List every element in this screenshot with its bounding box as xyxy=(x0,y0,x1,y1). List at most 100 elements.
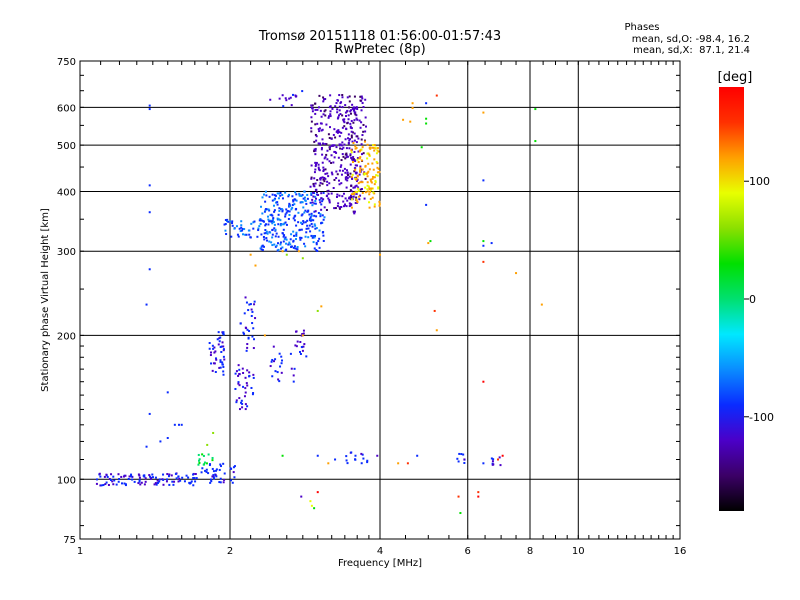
echo-point xyxy=(133,480,136,483)
echo-point xyxy=(338,207,341,210)
echo-point xyxy=(314,153,317,156)
echo-point xyxy=(177,423,180,426)
echo-point xyxy=(168,473,171,476)
echo-point xyxy=(293,234,296,237)
echo-point xyxy=(373,205,376,208)
echo-point xyxy=(311,104,314,107)
echo-point xyxy=(272,218,275,221)
echo-point xyxy=(237,235,240,238)
chart-title-line2: RwPretec (8p) xyxy=(334,42,425,57)
echo-point xyxy=(347,141,350,144)
echo-point xyxy=(231,222,234,225)
echo-point xyxy=(310,130,313,133)
echo-point xyxy=(319,181,322,184)
echo-point xyxy=(373,143,376,146)
echo-point xyxy=(314,224,317,227)
echo-point xyxy=(296,246,299,249)
echo-point xyxy=(291,206,294,209)
echo-point xyxy=(212,475,215,478)
echo-point xyxy=(283,222,286,225)
echo-point xyxy=(308,224,311,227)
echo-point xyxy=(294,344,297,347)
echo-point xyxy=(375,160,378,163)
echo-point xyxy=(210,480,213,483)
echo-point xyxy=(299,352,302,355)
echo-point xyxy=(372,168,375,171)
echo-point xyxy=(154,476,157,479)
echo-point xyxy=(297,250,300,253)
echo-point xyxy=(170,474,173,477)
echo-point xyxy=(284,221,287,224)
y-axis-ticks: 75 100 200 300 400 500 600 750 xyxy=(57,57,680,546)
echo-point xyxy=(120,475,123,478)
echo-point xyxy=(278,352,281,355)
echo-point xyxy=(222,373,225,376)
echo-point xyxy=(354,190,357,193)
echo-point xyxy=(359,167,362,170)
echo-point xyxy=(95,478,98,481)
echo-point xyxy=(374,181,377,184)
echo-point xyxy=(348,205,351,208)
echo-point xyxy=(166,473,169,476)
echo-point xyxy=(306,224,309,227)
echo-point xyxy=(162,483,165,486)
echo-point xyxy=(309,230,312,233)
echo-point xyxy=(230,235,233,238)
echo-point xyxy=(308,213,311,216)
echo-point xyxy=(310,504,313,507)
echo-point xyxy=(197,463,200,466)
echo-point xyxy=(429,240,432,243)
echo-point xyxy=(173,480,176,483)
echo-point xyxy=(138,479,141,482)
echo-point xyxy=(346,137,349,140)
echo-point xyxy=(208,347,211,350)
echo-point xyxy=(218,468,221,471)
echo-point xyxy=(350,136,353,139)
echo-point xyxy=(295,193,298,196)
echo-point xyxy=(271,219,274,222)
echo-point xyxy=(280,362,283,365)
echo-point xyxy=(329,115,332,118)
echo-point xyxy=(222,370,225,373)
echo-point xyxy=(349,163,352,166)
echo-point xyxy=(359,95,362,98)
echo-point xyxy=(245,349,248,352)
echo-point xyxy=(212,431,215,434)
echo-point xyxy=(366,157,369,160)
echo-point xyxy=(499,464,502,467)
echo-point xyxy=(323,216,326,219)
echo-point xyxy=(306,197,309,200)
echo-point xyxy=(355,117,358,120)
echo-point xyxy=(338,143,341,146)
echo-point xyxy=(334,207,337,210)
echo-point xyxy=(260,248,263,251)
echo-point xyxy=(212,470,215,473)
echo-point xyxy=(203,461,206,464)
echo-point xyxy=(336,111,339,114)
echo-point xyxy=(313,150,316,153)
echo-point xyxy=(279,219,282,222)
echo-point xyxy=(324,156,327,159)
echo-point xyxy=(95,482,98,485)
echo-point xyxy=(292,230,295,233)
echo-point xyxy=(327,462,330,465)
echo-point xyxy=(247,229,250,232)
echo-point xyxy=(373,203,376,206)
echo-point xyxy=(534,140,537,143)
echo-point xyxy=(378,202,381,205)
echo-point xyxy=(341,153,344,156)
echo-point xyxy=(311,110,314,113)
echo-point xyxy=(371,187,374,190)
echo-point xyxy=(306,193,309,196)
echo-point xyxy=(355,178,358,181)
echo-point xyxy=(317,193,320,196)
echo-point xyxy=(299,238,302,241)
echo-point xyxy=(336,193,339,196)
echo-point xyxy=(117,473,120,476)
echo-point xyxy=(282,240,285,243)
echo-point xyxy=(294,238,297,241)
echo-point xyxy=(322,113,325,116)
echo-point xyxy=(309,500,312,503)
y-tick-label: 75 xyxy=(63,535,76,546)
echo-point xyxy=(352,109,355,112)
